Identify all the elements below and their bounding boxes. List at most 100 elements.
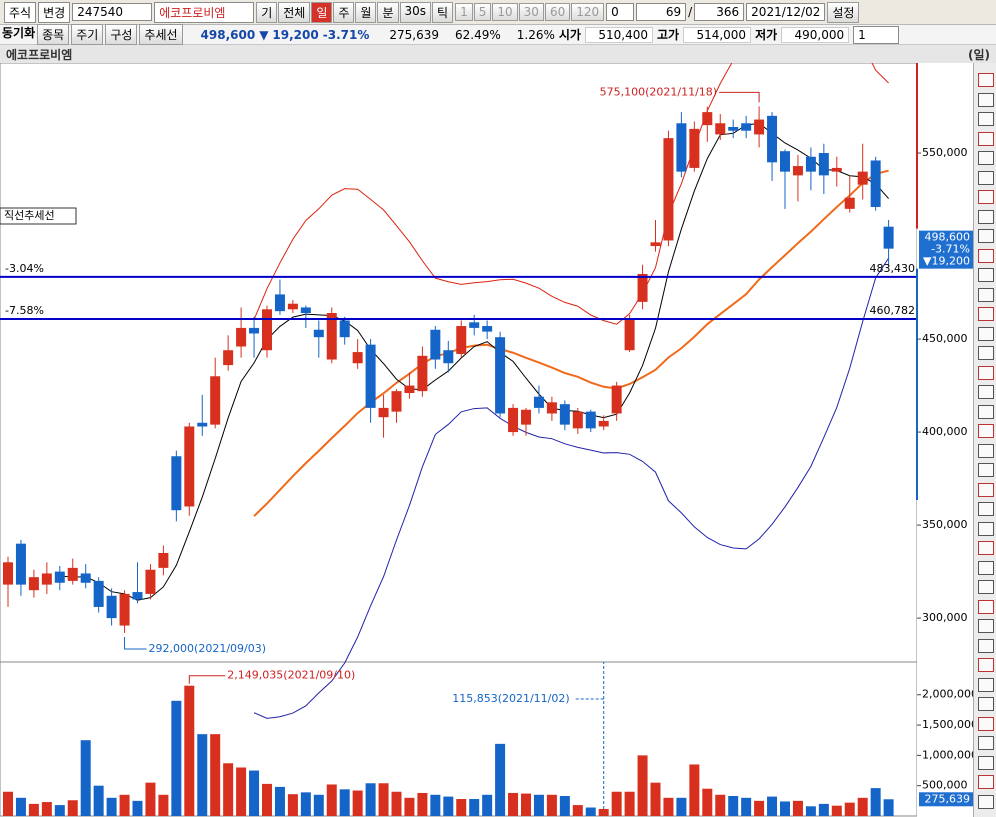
- tool-icon[interactable]: [978, 170, 994, 185]
- tool-icon[interactable]: [978, 385, 994, 399]
- tool-icon[interactable]: [978, 209, 994, 224]
- tool-icon[interactable]: [978, 307, 994, 321]
- level-value: 483,430: [870, 262, 916, 275]
- info-button[interactable]: 동기화: [2, 26, 36, 40]
- minute-button[interactable]: 30: [518, 3, 544, 21]
- volume-bar: [287, 794, 298, 816]
- tool-icon[interactable]: [978, 73, 994, 87]
- settings-button[interactable]: 설정: [827, 1, 860, 23]
- tool-icon[interactable]: [978, 521, 994, 536]
- tool-icon[interactable]: [978, 131, 994, 146]
- tool-icon[interactable]: [978, 229, 994, 243]
- period-button[interactable]: 30s: [399, 1, 432, 23]
- tool-icon[interactable]: [978, 658, 994, 672]
- volume-bar: [546, 794, 557, 816]
- volume-bar: [15, 797, 26, 816]
- count[interactable]: 69: [636, 3, 687, 21]
- volume-tick-label: 2,000,000: [922, 688, 973, 701]
- tool-icon[interactable]: [978, 443, 994, 458]
- market-select[interactable]: 주식: [4, 1, 37, 23]
- candle-body: [754, 119, 765, 135]
- candle-body: [689, 128, 700, 168]
- y-tick-label: 350,000: [922, 518, 968, 531]
- date-input[interactable]: 2021/12/02: [746, 3, 826, 21]
- tool-icon[interactable]: [978, 697, 994, 711]
- period-button[interactable]: 틱: [432, 1, 454, 23]
- period-button[interactable]: 분: [377, 1, 399, 23]
- count-select[interactable]: 1: [853, 25, 900, 44]
- candle-body: [171, 456, 182, 511]
- candle-body: [870, 160, 881, 207]
- change-select[interactable]: 변경: [38, 1, 71, 23]
- tool-icon[interactable]: [978, 326, 994, 341]
- volume-bar: [702, 788, 713, 816]
- volume-bar: [28, 803, 39, 816]
- tool-icon[interactable]: [978, 580, 994, 594]
- minute-button[interactable]: 120: [571, 3, 605, 21]
- tool-icon[interactable]: [978, 92, 994, 107]
- tool-icon[interactable]: [978, 560, 994, 575]
- tool-icon[interactable]: [978, 482, 994, 497]
- annotation-arrow: [188, 675, 226, 684]
- candle-body: [572, 411, 583, 429]
- period-button[interactable]: 기: [256, 1, 278, 23]
- volume-tick-label: 500,000: [922, 779, 968, 792]
- drawing-tools: [973, 63, 996, 817]
- tool-icon[interactable]: [978, 190, 994, 204]
- volume-bar: [572, 805, 583, 816]
- tool-icon[interactable]: [978, 619, 994, 633]
- tool-icon[interactable]: [978, 424, 994, 438]
- minute-button[interactable]: 1: [455, 3, 473, 21]
- tool-icon[interactable]: [978, 755, 994, 770]
- tool-icon[interactable]: [978, 112, 994, 126]
- tool-icon[interactable]: [978, 248, 994, 263]
- info-button[interactable]: 구성: [105, 24, 138, 45]
- tool-icon[interactable]: [978, 541, 994, 555]
- tool-icon[interactable]: [978, 599, 994, 614]
- period-button[interactable]: 전체: [278, 1, 311, 23]
- candle-body: [805, 156, 816, 172]
- volume-bar: [870, 788, 881, 816]
- period-button[interactable]: 주: [333, 1, 355, 23]
- tool-icon[interactable]: [978, 736, 994, 750]
- volume-bar: [857, 797, 868, 816]
- tool-icon[interactable]: [978, 638, 994, 653]
- candle-body: [15, 543, 26, 585]
- tool-icon[interactable]: [978, 346, 994, 360]
- candle-body: [197, 422, 208, 427]
- minute-button[interactable]: 60: [544, 3, 571, 21]
- tool-icon[interactable]: [978, 775, 994, 789]
- period-button[interactable]: 월: [355, 1, 377, 23]
- tool-icon[interactable]: [978, 794, 994, 809]
- candle-body: [80, 573, 91, 583]
- candle-body: [702, 112, 713, 126]
- offset[interactable]: 0: [606, 3, 635, 21]
- minute-button[interactable]: 5: [473, 3, 492, 21]
- tool-icon[interactable]: [978, 677, 994, 692]
- tool-icon[interactable]: [978, 151, 994, 165]
- candle-body: [93, 580, 104, 607]
- info-button[interactable]: 종목: [37, 24, 70, 45]
- candle-body: [637, 273, 648, 302]
- volume-bar: [818, 803, 829, 816]
- open: 510,400: [584, 26, 653, 43]
- tool-icon[interactable]: [978, 502, 994, 516]
- period-button[interactable]: 일: [311, 1, 333, 23]
- minute-button[interactable]: 10: [492, 3, 518, 21]
- volume-bar: [184, 685, 195, 816]
- tool-icon[interactable]: [978, 287, 994, 302]
- low-label: 저가: [755, 28, 778, 42]
- tool-icon[interactable]: [978, 404, 994, 419]
- info-button[interactable]: 주기: [71, 24, 104, 45]
- tool-icon[interactable]: [978, 716, 994, 731]
- candle-body: [741, 123, 752, 131]
- tool-icon[interactable]: [978, 365, 994, 380]
- tool-icon[interactable]: [978, 463, 994, 477]
- code-input[interactable]: 247540: [72, 3, 153, 21]
- level-name: -3.04%: [5, 262, 44, 275]
- candle-body: [404, 385, 415, 394]
- info-button[interactable]: 추세선: [139, 24, 183, 45]
- y-tick-label: 300,000: [922, 611, 968, 624]
- tool-icon[interactable]: [978, 268, 994, 282]
